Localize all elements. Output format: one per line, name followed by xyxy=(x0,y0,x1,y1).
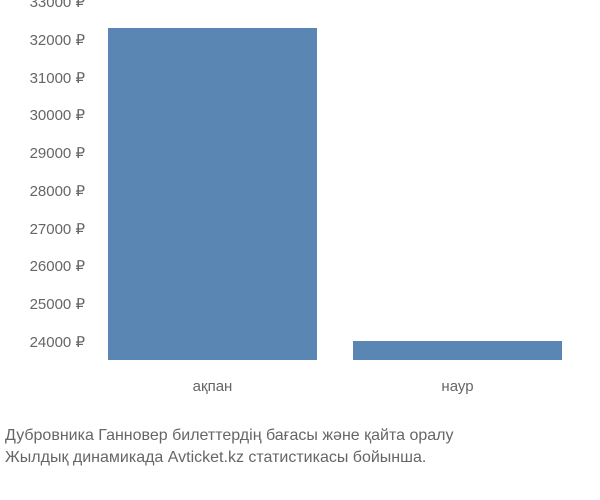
y-tick-label: 33000 ₽ xyxy=(30,0,85,11)
y-tick-label: 27000 ₽ xyxy=(30,220,85,238)
y-tick-label: 24000 ₽ xyxy=(30,333,85,351)
y-tick-label: 26000 ₽ xyxy=(30,257,85,275)
caption-line-2: Жылдық динамикада Avticket.kz статистика… xyxy=(5,449,426,466)
y-axis: 24000 ₽ 25000 ₽ 26000 ₽ 27000 ₽ 28000 ₽ 29000… xyxy=(0,20,85,360)
bar xyxy=(353,341,561,360)
bar xyxy=(108,28,316,360)
price-chart: 24000 ₽ 25000 ₽ 26000 ₽ 27000 ₽ 28000 ₽ 29000… xyxy=(0,0,600,500)
y-tick-label: 28000 ₽ xyxy=(30,182,85,200)
y-tick-label: 30000 ₽ xyxy=(30,106,85,124)
y-tick-label: 32000 ₽ xyxy=(30,31,85,49)
plot-area xyxy=(90,20,580,360)
caption-line-1: Дубровника Ганновер билеттердің бағасы ж… xyxy=(5,427,454,444)
y-tick-label: 31000 ₽ xyxy=(30,69,85,87)
x-tick-label: ақпан xyxy=(193,378,233,395)
y-tick-label: 29000 ₽ xyxy=(30,144,85,162)
y-tick-label: 25000 ₽ xyxy=(30,295,85,313)
chart-caption: Дубровника Ганновер билеттердің бағасы ж… xyxy=(5,425,595,470)
x-axis: ақпан наур xyxy=(90,370,580,400)
x-tick-label: наур xyxy=(441,378,473,395)
